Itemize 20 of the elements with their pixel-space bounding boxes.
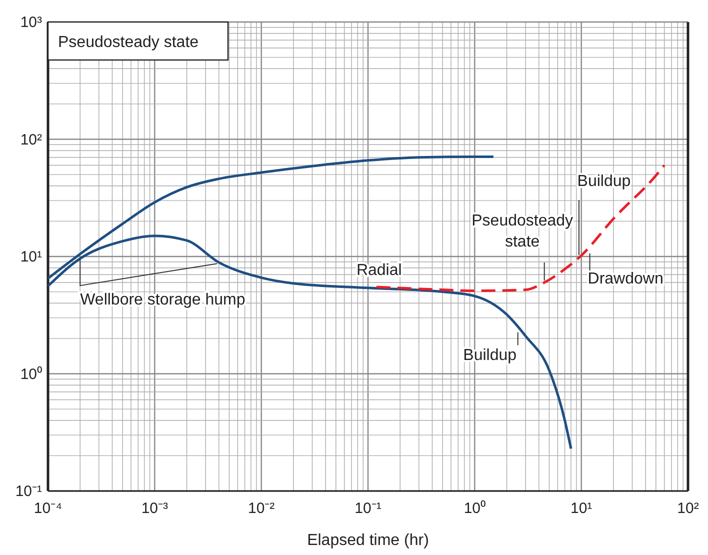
x-tick-label: 10⁻² [248, 500, 275, 517]
annotation: Radial [356, 262, 402, 279]
x-tick-label: 10⁻³ [141, 500, 168, 517]
x-tick-label: 10⁻¹ [354, 500, 382, 517]
x-tick-label: 10⁻⁴ [34, 500, 62, 517]
annotation: Buildup [463, 347, 517, 364]
annotation: Pseudosteady state [58, 34, 199, 51]
annotation: Buildup [577, 173, 631, 190]
y-tick-label: 10¹ [20, 248, 42, 266]
y-tick-label: 10³ [20, 14, 42, 31]
x-tick-label: 10² [677, 500, 699, 517]
y-tick-label: 10⁰ [20, 366, 42, 383]
annotation: Pseudosteady state [472, 212, 574, 251]
x-axis-title: Elapsed time (hr) [307, 532, 429, 549]
y-tick-label: 10² [20, 131, 42, 148]
x-tick-label: 10⁰ [464, 500, 486, 517]
x-tick-label: 10¹ [570, 500, 592, 517]
annotation: Wellbore storage hump [80, 292, 246, 309]
annotation: Drawdown [588, 270, 664, 288]
y-tick-label: 10⁻¹ [15, 483, 42, 500]
